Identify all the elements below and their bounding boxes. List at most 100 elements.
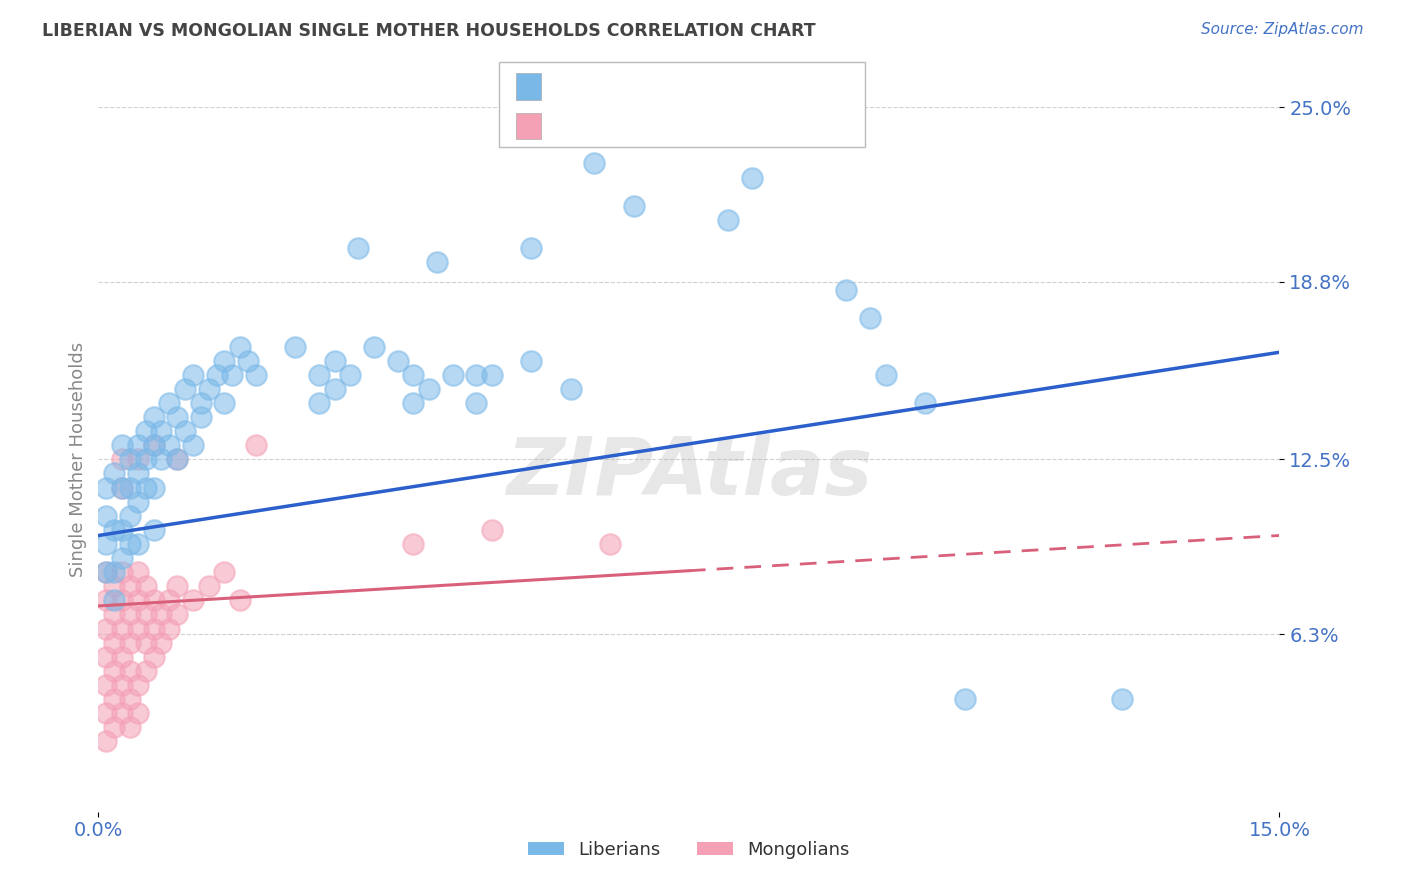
Point xyxy=(150,607,173,622)
Point xyxy=(142,481,165,495)
Point xyxy=(127,622,149,636)
Point xyxy=(96,565,118,579)
Point xyxy=(135,452,157,467)
Point xyxy=(96,706,118,720)
Point xyxy=(103,720,125,734)
Point xyxy=(181,593,204,607)
Point xyxy=(481,368,503,382)
Point xyxy=(142,523,165,537)
Point xyxy=(197,579,219,593)
Point xyxy=(135,607,157,622)
Point xyxy=(127,706,149,720)
Point xyxy=(111,452,134,467)
Point xyxy=(96,565,118,579)
Point xyxy=(157,622,180,636)
Point xyxy=(103,523,125,537)
Text: 0.346: 0.346 xyxy=(595,77,654,95)
Point xyxy=(221,368,243,382)
Point xyxy=(166,579,188,593)
Point xyxy=(245,368,267,382)
Point xyxy=(118,607,141,622)
Legend: Liberians, Mongolians: Liberians, Mongolians xyxy=(520,834,858,866)
Point xyxy=(118,692,141,706)
Point xyxy=(96,481,118,495)
Point xyxy=(96,537,118,551)
Point xyxy=(560,382,582,396)
Point xyxy=(741,170,763,185)
Point xyxy=(127,452,149,467)
Point xyxy=(118,481,141,495)
Point xyxy=(181,368,204,382)
Point xyxy=(465,368,488,382)
Point xyxy=(623,199,645,213)
Point xyxy=(127,494,149,508)
Point xyxy=(96,678,118,692)
Point xyxy=(717,212,740,227)
Point xyxy=(142,593,165,607)
Point xyxy=(127,565,149,579)
Point xyxy=(118,452,141,467)
Point xyxy=(150,452,173,467)
Point xyxy=(190,396,212,410)
Point xyxy=(96,734,118,748)
Point xyxy=(111,678,134,692)
Point xyxy=(205,368,228,382)
Point xyxy=(96,508,118,523)
Text: N =: N = xyxy=(661,117,714,136)
Point xyxy=(111,706,134,720)
Point xyxy=(118,664,141,678)
Point xyxy=(181,438,204,452)
Text: R =: R = xyxy=(555,77,596,95)
Point xyxy=(875,368,897,382)
Point xyxy=(214,565,236,579)
Point xyxy=(441,368,464,382)
Point xyxy=(103,565,125,579)
Point xyxy=(214,353,236,368)
Point xyxy=(520,353,543,368)
Point xyxy=(111,565,134,579)
Point xyxy=(835,283,858,297)
Point xyxy=(111,481,134,495)
Point xyxy=(142,649,165,664)
Text: R =: R = xyxy=(555,117,602,136)
Point xyxy=(363,340,385,354)
Point xyxy=(157,396,180,410)
Point xyxy=(418,382,440,396)
Point xyxy=(245,438,267,452)
Point xyxy=(150,635,173,649)
Point xyxy=(402,537,425,551)
Point xyxy=(103,579,125,593)
Point xyxy=(426,255,449,269)
Point xyxy=(142,410,165,425)
Text: ZIPAtlas: ZIPAtlas xyxy=(506,434,872,513)
Point xyxy=(323,353,346,368)
Text: N =: N = xyxy=(661,77,714,95)
Point xyxy=(118,508,141,523)
Point xyxy=(583,156,606,170)
Point xyxy=(308,396,330,410)
Point xyxy=(103,467,125,481)
Point xyxy=(111,593,134,607)
Point xyxy=(236,353,259,368)
Point xyxy=(118,537,141,551)
Point xyxy=(465,396,488,410)
Point xyxy=(118,720,141,734)
Point xyxy=(166,607,188,622)
Point xyxy=(520,241,543,255)
Point xyxy=(111,551,134,566)
Point xyxy=(308,368,330,382)
Point xyxy=(914,396,936,410)
Point xyxy=(111,523,134,537)
Point xyxy=(103,635,125,649)
Point xyxy=(127,593,149,607)
Point xyxy=(1111,692,1133,706)
Point xyxy=(953,692,976,706)
Point xyxy=(402,368,425,382)
Text: 80: 80 xyxy=(707,77,733,95)
Point xyxy=(118,635,141,649)
Point xyxy=(135,424,157,438)
Point xyxy=(229,340,252,354)
Point xyxy=(103,593,125,607)
Point xyxy=(135,635,157,649)
Point xyxy=(166,452,188,467)
